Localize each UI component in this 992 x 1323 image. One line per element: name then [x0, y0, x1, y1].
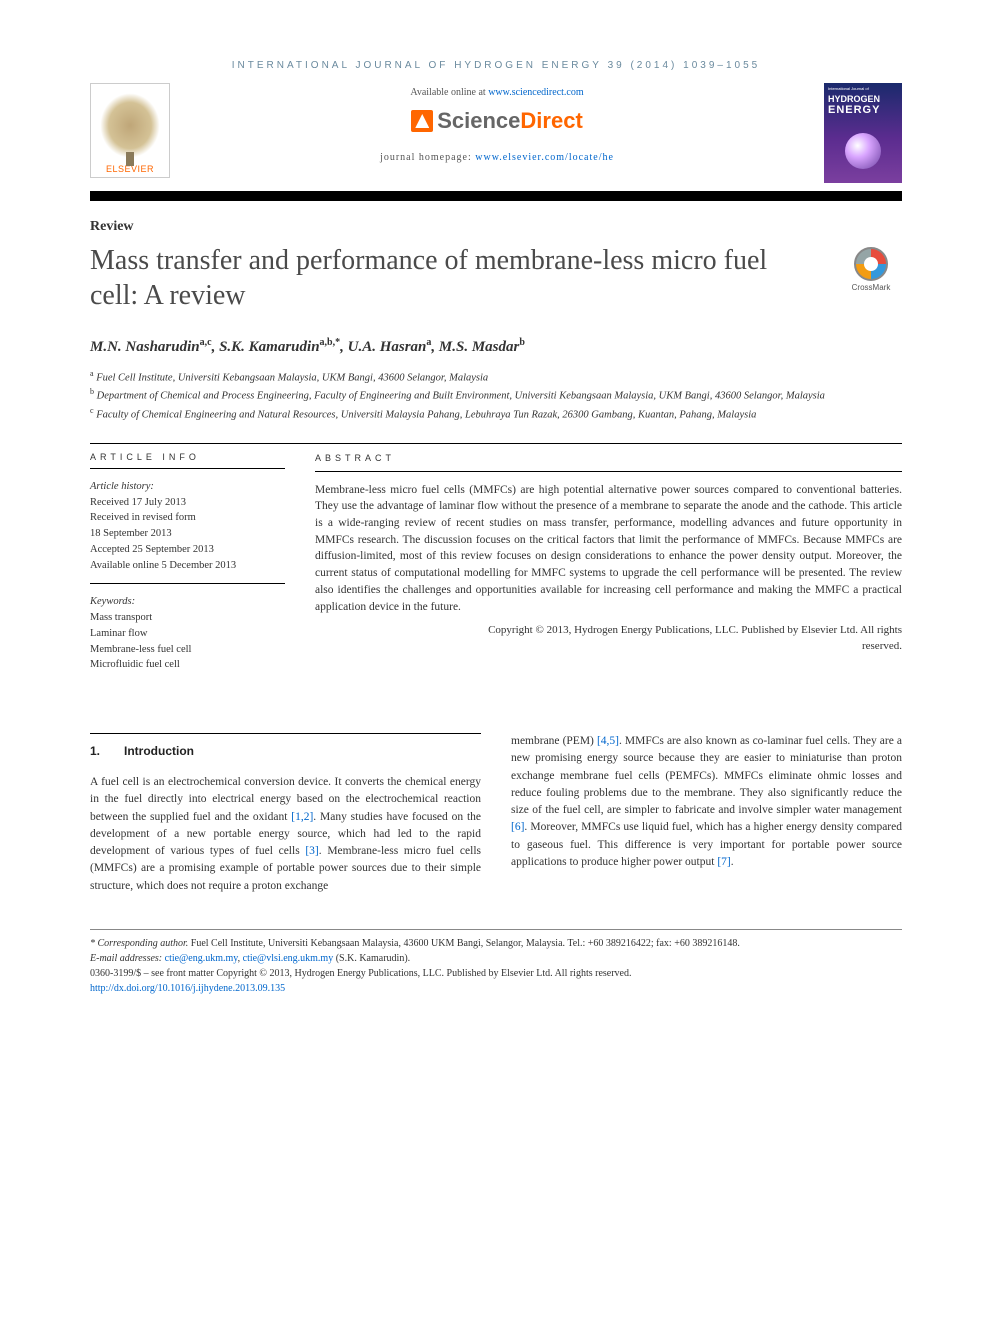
cover-top-text: International Journal of	[828, 87, 898, 92]
email-who: (S.K. Kamarudin).	[333, 953, 410, 964]
affiliation-marker: c	[90, 406, 94, 415]
authors-line: M.N. Nasharudina,c, S.K. Kamarudina,b,*,…	[90, 337, 902, 356]
history-accepted: Accepted 25 September 2013	[90, 542, 285, 558]
body-columns: 1. Introduction A fuel cell is an electro…	[90, 733, 902, 895]
sciencedirect-mark-icon	[411, 110, 433, 132]
issn-copyright-line: 0360-3199/$ – see front matter Copyright…	[90, 966, 902, 981]
author-affil-marker: a	[426, 337, 431, 348]
footnotes: * Corresponding author. Fuel Cell Instit…	[90, 929, 902, 996]
cover-energy: ENERGY	[828, 104, 898, 116]
affiliation-line: c Faculty of Chemical Engineering and Na…	[90, 405, 902, 423]
keyword-item: Mass transport	[90, 610, 285, 626]
banner-center: Available online at www.sciencedirect.co…	[184, 83, 810, 163]
author-affil-marker: b	[519, 337, 525, 348]
author-name: S.K. Kamarudin	[219, 339, 319, 355]
top-banner: ELSEVIER Available online at www.science…	[90, 83, 902, 183]
abstract-copyright: Copyright © 2013, Hydrogen Energy Public…	[315, 623, 902, 655]
elsevier-logo[interactable]: ELSEVIER	[90, 83, 170, 178]
journal-running-head: INTERNATIONAL JOURNAL OF HYDROGEN ENERGY…	[90, 60, 902, 71]
available-online-text: Available online at www.sciencedirect.co…	[184, 87, 810, 98]
journal-cover-thumbnail[interactable]: International Journal of HYDROGEN ENERGY	[824, 83, 902, 183]
corresponding-author-note: * Corresponding author. Fuel Cell Instit…	[90, 936, 902, 951]
abstract-body: Membrane-less micro fuel cells (MMFCs) a…	[315, 482, 902, 615]
keyword-item: Laminar flow	[90, 626, 285, 642]
history-online: Available online 5 December 2013	[90, 558, 285, 574]
intro-paragraph-1-cont: membrane (PEM) [4,5]. MMFCs are also kno…	[511, 733, 902, 871]
email-label: E-mail addresses:	[90, 953, 165, 964]
article-title: Mass transfer and performance of membran…	[90, 243, 820, 313]
header-divider	[90, 191, 902, 201]
crossmark-icon	[854, 247, 888, 281]
journal-homepage-text: journal homepage: www.elsevier.com/locat…	[184, 152, 810, 163]
crossmark-badge[interactable]: CrossMark	[840, 247, 902, 292]
section-number: 1.	[90, 744, 100, 758]
sciencedirect-wordmark: ScienceDirect	[437, 108, 583, 134]
ref-1-2[interactable]: [1,2]	[291, 811, 313, 823]
elsevier-tree-icon	[100, 93, 160, 158]
affiliation-marker: b	[90, 387, 94, 396]
cover-hydrogen: HYDROGEN	[828, 94, 898, 104]
ref-4-5[interactable]: [4,5]	[597, 735, 619, 747]
keywords-block: Keywords: Mass transportLaminar flowMemb…	[90, 594, 285, 683]
journal-homepage-link[interactable]: www.elsevier.com/locate/he	[475, 152, 614, 163]
homepage-prefix: journal homepage:	[380, 152, 475, 163]
corr-author-text: Fuel Cell Institute, Universiti Kebangsa…	[188, 938, 740, 949]
history-revised-line2: 18 September 2013	[90, 526, 285, 542]
affiliation-line: a Fuel Cell Institute, Universiti Kebang…	[90, 368, 902, 386]
body-col-right: membrane (PEM) [4,5]. MMFCs are also kno…	[511, 733, 902, 895]
available-prefix: Available online at	[410, 87, 488, 98]
author-name: M.N. Nasharudin	[90, 339, 200, 355]
abstract-column: ABSTRACT Membrane-less micro fuel cells …	[315, 444, 902, 693]
email-link-1[interactable]: ctie@eng.ukm.my	[165, 953, 238, 964]
author-affil-marker: a,b,*	[320, 337, 341, 348]
copyright-line1: Copyright © 2013, Hydrogen Energy Public…	[488, 624, 902, 636]
author-name: U.A. Hasran	[348, 339, 427, 355]
intro-paragraph-1: A fuel cell is an electrochemical conver…	[90, 774, 481, 895]
history-received: Received 17 July 2013	[90, 495, 285, 511]
email-line: E-mail addresses: ctie@eng.ukm.my, ctie@…	[90, 951, 902, 966]
author-affil-marker: a,c	[200, 337, 212, 348]
abstract-header: ABSTRACT	[315, 444, 902, 472]
ref-6[interactable]: [6]	[511, 821, 524, 833]
ref-7[interactable]: [7]	[717, 856, 730, 868]
history-label: Article history:	[90, 479, 285, 495]
keyword-item: Membrane-less fuel cell	[90, 642, 285, 658]
body-col-left: 1. Introduction A fuel cell is an electro…	[90, 733, 481, 895]
article-type: Review	[90, 219, 902, 235]
doi-link[interactable]: http://dx.doi.org/10.1016/j.ijhydene.201…	[90, 983, 285, 994]
cover-orb-icon	[845, 133, 881, 169]
copyright-line2: reserved.	[862, 640, 902, 652]
affiliations: a Fuel Cell Institute, Universiti Kebang…	[90, 368, 902, 423]
author-name: M.S. Masdar	[439, 339, 519, 355]
affiliation-line: b Department of Chemical and Process Eng…	[90, 386, 902, 404]
section-heading-introduction: 1. Introduction	[90, 733, 481, 760]
sciencedirect-link[interactable]: www.sciencedirect.com	[488, 87, 583, 98]
article-info-column: ARTICLE INFO Article history: Received 1…	[90, 444, 285, 693]
corr-author-label: * Corresponding author.	[90, 938, 188, 949]
article-history: Article history: Received 17 July 2013 R…	[90, 479, 285, 585]
affiliation-marker: a	[90, 369, 94, 378]
sciencedirect-logo[interactable]: ScienceDirect	[184, 106, 810, 136]
email-link-2[interactable]: ctie@vlsi.eng.ukm.my	[243, 953, 334, 964]
keyword-item: Microfluidic fuel cell	[90, 657, 285, 673]
ref-3[interactable]: [3]	[305, 845, 318, 857]
article-info-header: ARTICLE INFO	[90, 444, 285, 469]
keywords-label: Keywords:	[90, 594, 285, 610]
section-title: Introduction	[124, 744, 194, 758]
crossmark-label: CrossMark	[840, 283, 902, 292]
history-revised-line1: Received in revised form	[90, 510, 285, 526]
